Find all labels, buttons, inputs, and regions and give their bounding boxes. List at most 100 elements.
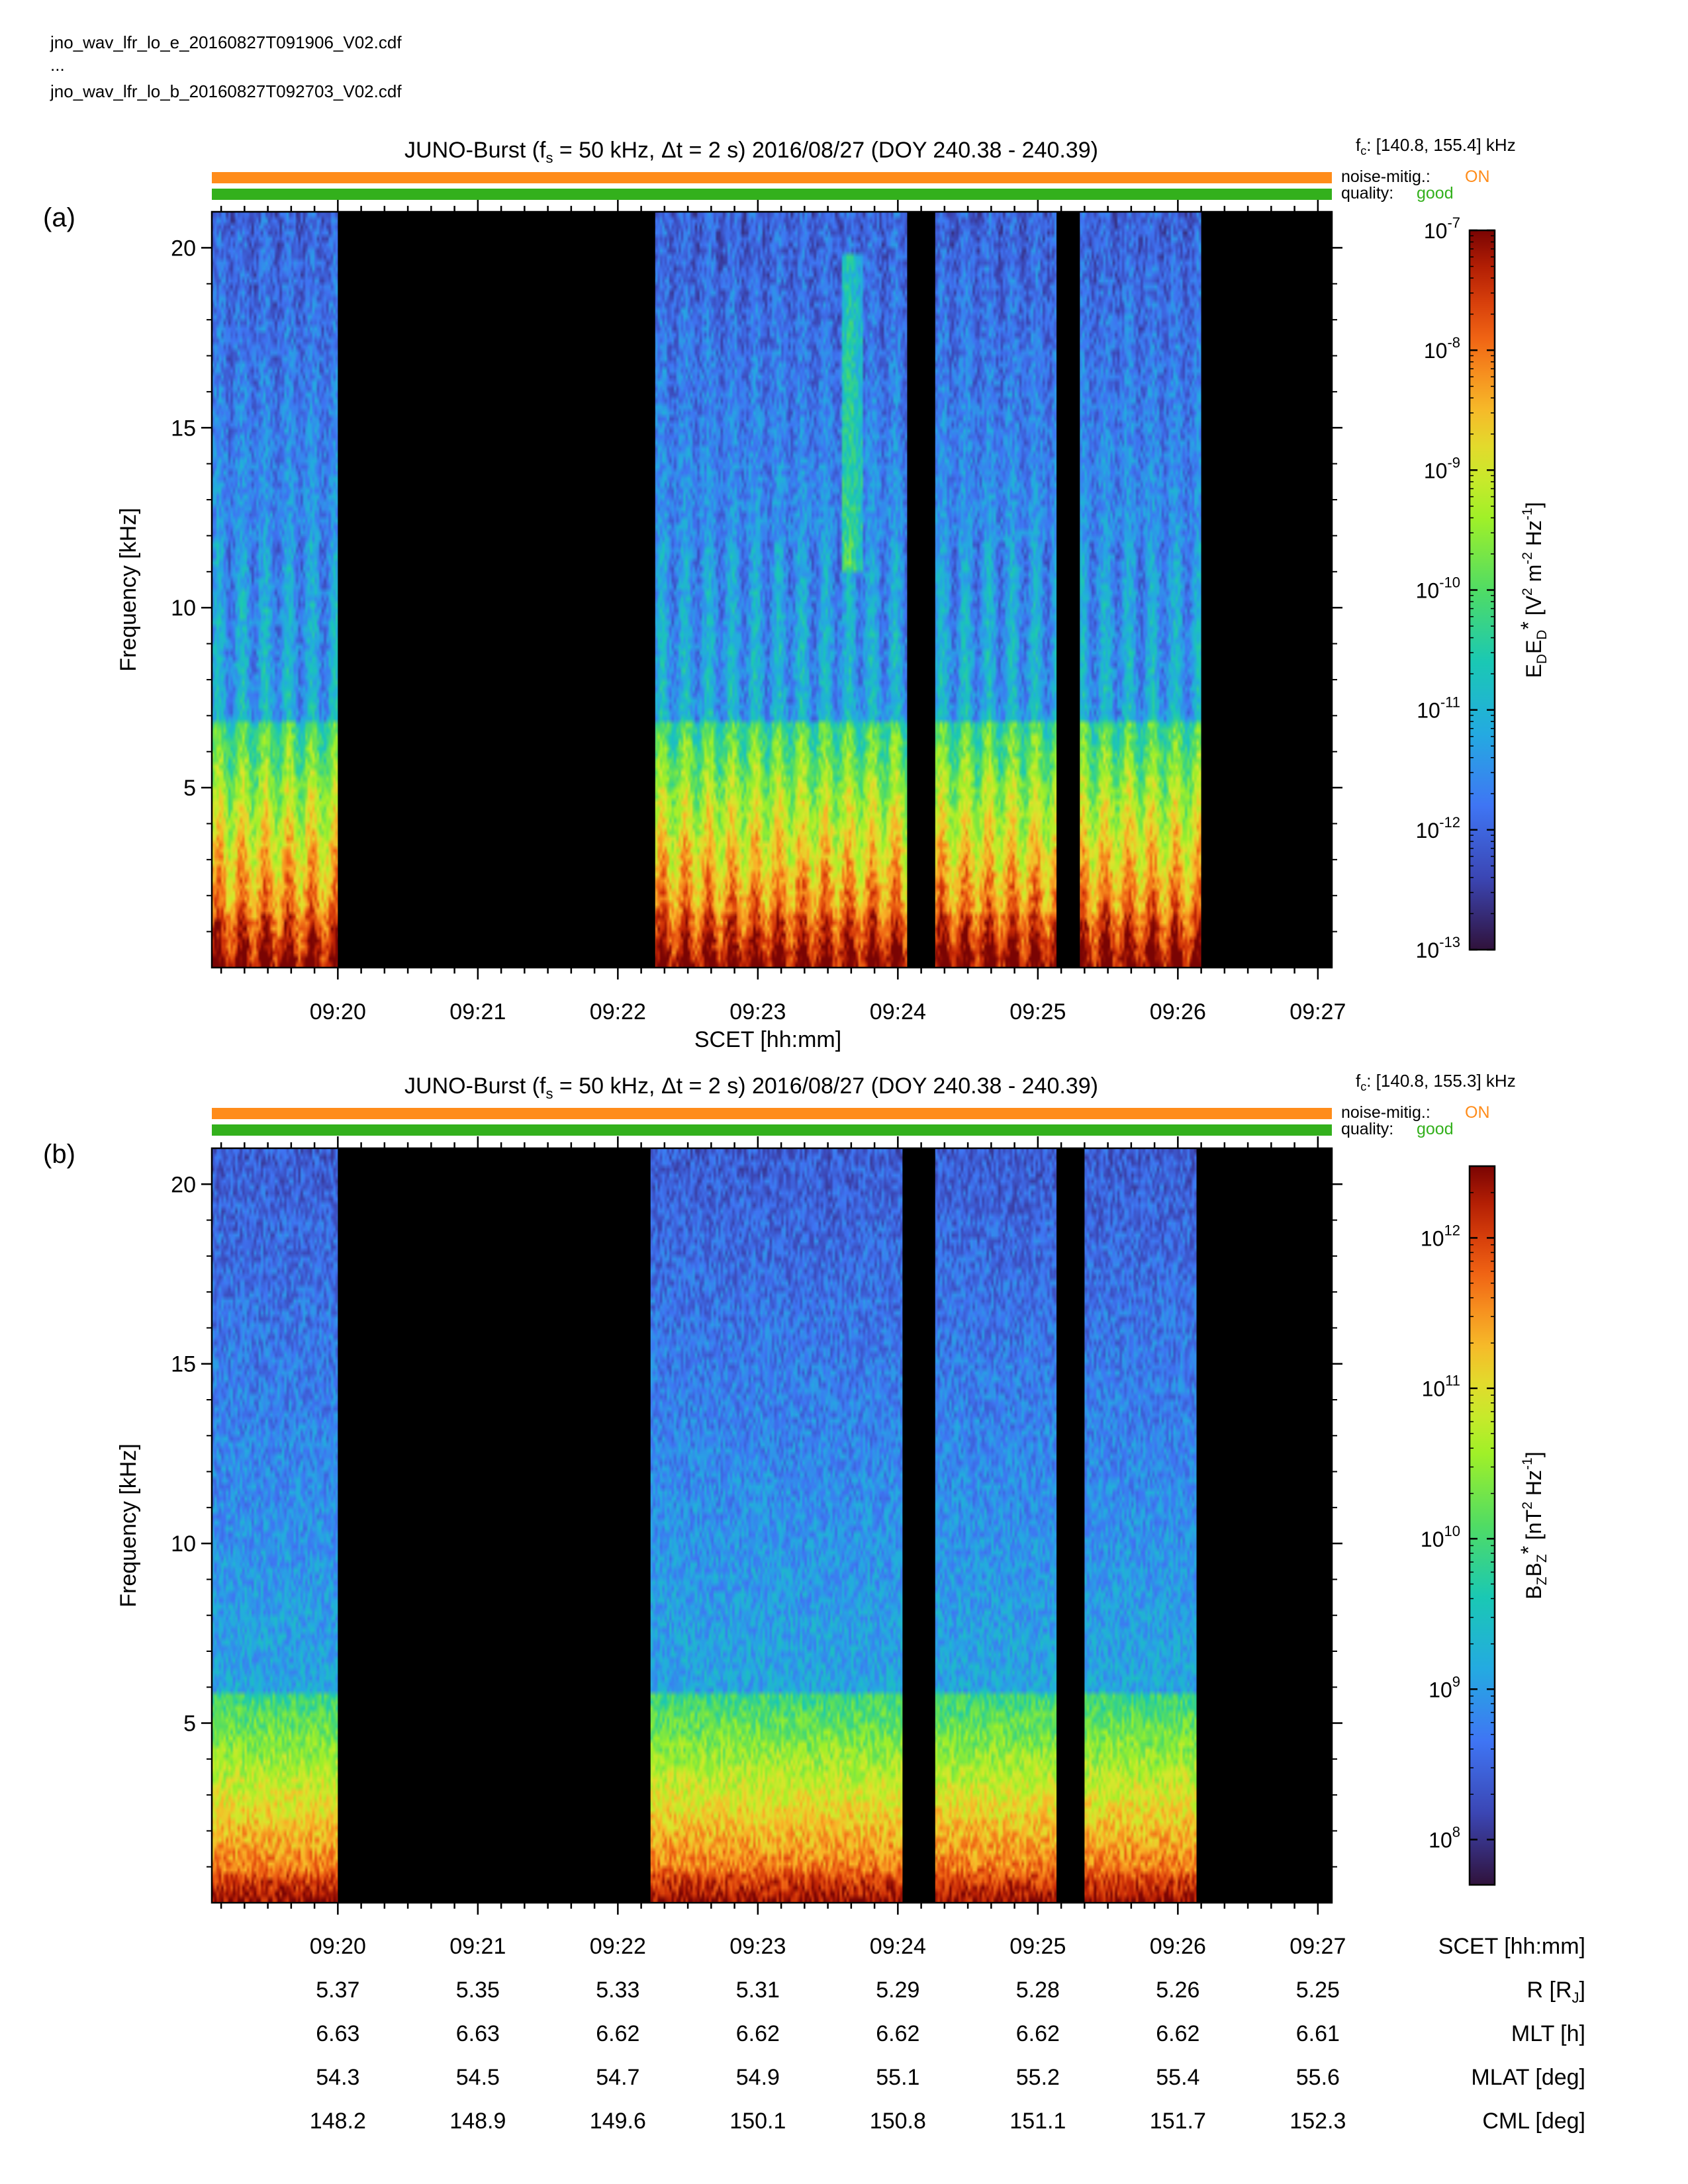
spectrogram-segment [1080,212,1201,968]
ephemeris-cell: 149.6 [590,2109,646,2134]
fc-range: fc: [140.8, 155.3] kHz [1356,1071,1516,1093]
ephemeris-cell: 55.4 [1156,2065,1199,2090]
noise-mitigation-bar [212,172,1332,183]
ephemeris-cell: 5.29 [876,1978,919,2003]
plot-frame [211,210,1333,969]
ephemeris-cell: 5.33 [596,1978,639,2003]
y-axis-label: Frequency [kHz] [116,508,141,672]
colorbar-tick-label: 10-10 [1416,574,1460,603]
file-name-b: jno_wav_lfr_lo_b_20160827T092703_V02.cdf [50,81,402,101]
y-tick-label: 20 [171,1172,196,1197]
ephemeris-cell: 6.61 [1296,2021,1340,2046]
x-tick-label: 09:24 [870,999,926,1024]
ephemeris-cell: 09:27 [1289,1934,1346,1959]
ephemeris-cell: 6.62 [876,2021,919,2046]
ephemeris-cell: 09:21 [449,1934,506,1959]
y-tick-label: 10 [171,596,196,621]
y-tick-label: 5 [183,1711,196,1737]
colorbar-label: EDED* [V2 m-2 Hz-1] [1517,502,1550,678]
colorbar-tick-label: 10-12 [1416,814,1460,842]
ephemeris-cell: 150.1 [729,2109,786,2134]
ephemeris-cell: 09:20 [310,1934,366,1959]
x-tick-label: 09:25 [1009,999,1066,1024]
ephemeris-cell: 09:24 [870,1934,926,1959]
y-tick-label: 5 [183,776,196,801]
colorbar [1468,1165,1496,1886]
ephemeris-cell: 09:23 [729,1934,786,1959]
quality-bar [212,1124,1332,1136]
file-name-e: jno_wav_lfr_lo_e_20160827T091906_V02.cdf [50,32,402,52]
colorbar-tick-label: 10-9 [1424,454,1460,482]
panel-title: JUNO-Burst (fs = 50 kHz, Δt = 2 s) 2016/… [404,1073,1098,1102]
x-tick-label: 09:22 [590,999,646,1024]
colorbar-tick-label: 10-11 [1417,694,1460,723]
y-tick-label: 15 [171,416,196,441]
colorbar-label: BZBZ* [nT2 Hz-1] [1517,1451,1550,1599]
noise-mitig-label: noise-mitig.: [1341,167,1430,186]
ephemeris-cell: 152.3 [1289,2109,1346,2134]
ephemeris-cell: 5.35 [456,1978,500,2003]
ephemeris-row-label: SCET [hh:mm] [1438,1934,1585,1959]
colorbar-tick-label: 109 [1429,1673,1460,1702]
spectrogram-segment [1084,1148,1197,1903]
colorbar-tick-label: 1010 [1421,1523,1460,1551]
ephemeris-cell: 6.62 [1156,2021,1199,2046]
quality-bar [212,189,1332,200]
colorbar-tick-label: 10-7 [1424,214,1460,243]
colorbar-tick-label: 108 [1429,1824,1460,1852]
ephemeris-cell: 5.26 [1156,1978,1199,2003]
ephemeris-cell: 6.63 [456,2021,500,2046]
ephemeris-cell: 55.1 [876,2065,919,2090]
ephemeris-cell: 148.2 [310,2109,366,2134]
ephemeris-cell: 55.6 [1296,2065,1340,2090]
file-name-separator: ... [50,55,65,75]
ephemeris-cell: 09:25 [1009,1934,1066,1959]
ephemeris-cell: 6.62 [736,2021,780,2046]
spectrogram-segment [935,1148,1057,1903]
x-tick-label: 09:21 [449,999,506,1024]
spectrogram-segment [935,212,1057,968]
ephemeris-row-label: MLT [h] [1511,2021,1585,2046]
ephemeris-cell: 09:22 [590,1934,646,1959]
panel-label: (b) [43,1140,75,1169]
x-tick-label: 09:27 [1289,999,1346,1024]
ephemeris-cell: 54.7 [596,2065,639,2090]
y-tick-label: 20 [171,236,196,261]
spectrogram-panel-a: JUNO-Burst (fs = 50 kHz, Δt = 2 s) 2016/… [43,135,1550,1052]
x-tick-label: 09:20 [310,999,366,1024]
panel-title: JUNO-Burst (fs = 50 kHz, Δt = 2 s) 2016/… [404,138,1098,166]
noise-mitig-label: noise-mitig.: [1341,1103,1430,1122]
ephemeris-cell: 148.9 [449,2109,506,2134]
panel-label: (a) [43,203,75,232]
spectrogram-segment [212,212,338,968]
x-axis-label: SCET [hh:mm] [694,1027,841,1052]
x-tick-label: 09:23 [729,999,786,1024]
ephemeris-cell: 55.2 [1016,2065,1060,2090]
ephemeris-cell: 54.5 [456,2065,500,2090]
ephemeris-cell: 5.25 [1296,1978,1340,2003]
colorbar-tick-label: 10-13 [1416,934,1460,962]
ephemeris-cell: 5.37 [316,1978,359,2003]
ephemeris-cell: 54.9 [736,2065,780,2090]
ephemeris-cell: 09:26 [1150,1934,1206,1959]
y-tick-label: 10 [171,1531,196,1557]
colorbar-tick-label: 1011 [1422,1373,1460,1401]
spectrogram-segment [655,212,908,968]
ephemeris-cell: 151.1 [1009,2109,1066,2134]
noise-mitig-value: ON [1465,167,1490,186]
colorbar-tick-label: 1012 [1421,1222,1460,1250]
ephemeris-cell: 150.8 [870,2109,926,2134]
spectrogram-segment [650,1148,903,1903]
ephemeris-row-label: CML [deg] [1482,2109,1585,2134]
fc-range: fc: [140.8, 155.4] kHz [1356,135,1516,158]
quality-label: quality: [1341,1120,1393,1138]
quality-value: good [1417,184,1454,203]
ephemeris-cell: 6.62 [596,2021,639,2046]
ephemeris-row-label: R [RJ] [1527,1978,1585,2006]
spectrogram-panel-b: JUNO-Burst (fs = 50 kHz, Δt = 2 s) 2016/… [43,1071,1550,1915]
ephemeris-row-label: MLAT [deg] [1471,2065,1585,2090]
spectrogram-segment [212,1148,338,1903]
ephemeris-cell: 6.62 [1016,2021,1060,2046]
noise-mitigation-bar [212,1108,1332,1119]
